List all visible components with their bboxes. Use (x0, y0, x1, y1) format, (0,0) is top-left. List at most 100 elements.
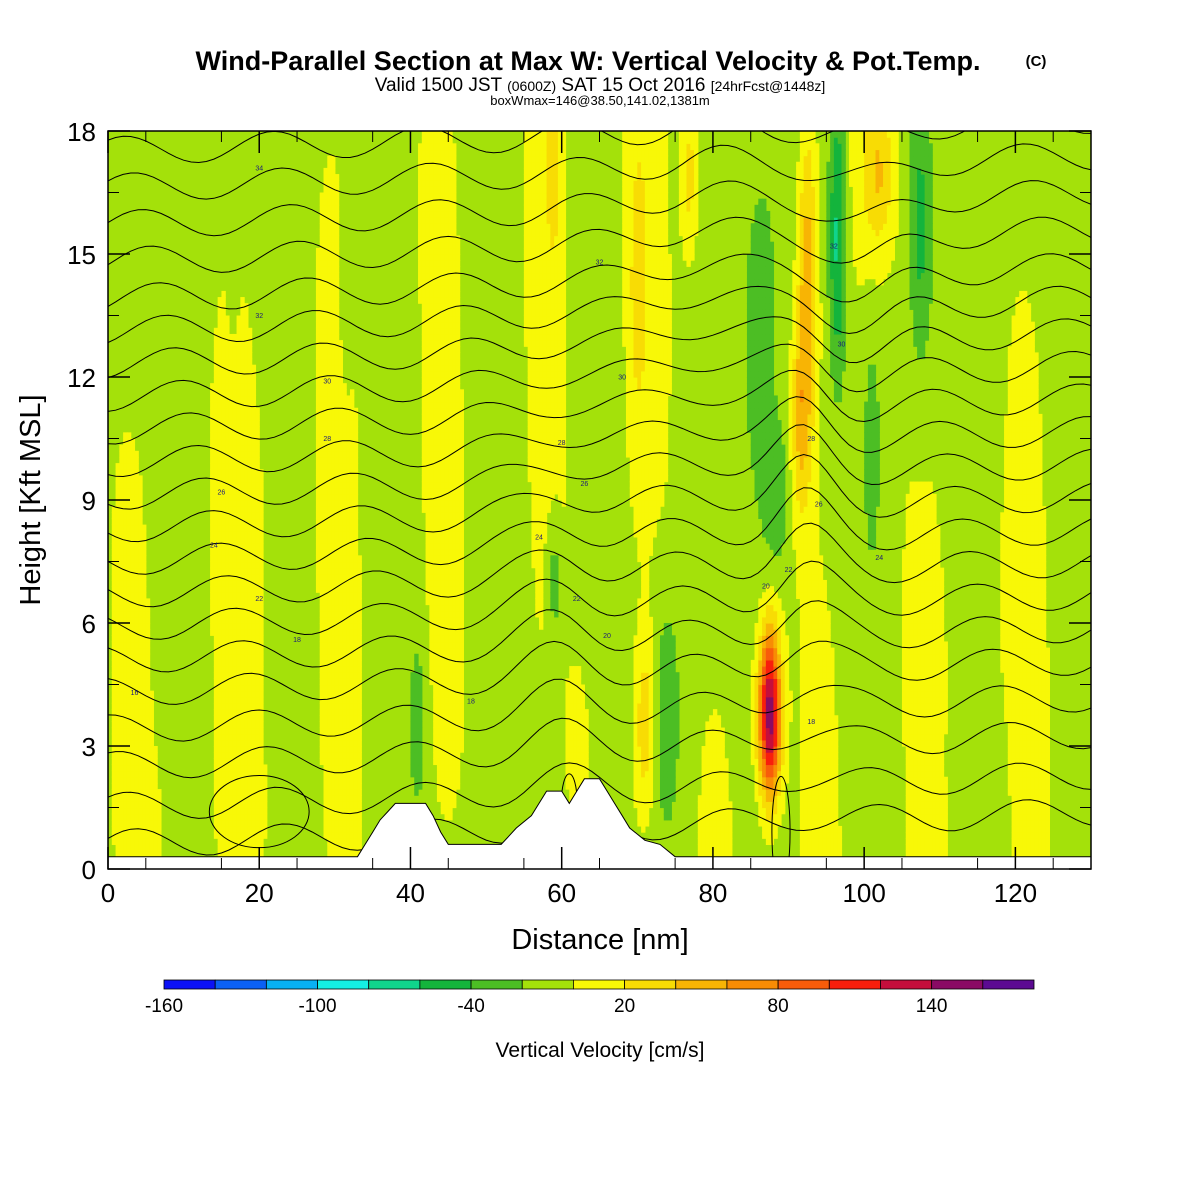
velocity-cell (210, 493, 215, 501)
velocity-cell (138, 592, 143, 599)
velocity-cell (232, 746, 238, 753)
velocity-cell (573, 770, 578, 778)
velocity-cell (217, 364, 223, 372)
velocity-cell (228, 592, 234, 599)
velocity-cell (334, 832, 340, 839)
velocity-cell (346, 764, 351, 772)
velocity-cell (573, 678, 578, 686)
velocity-cell (240, 444, 245, 452)
velocity-cell (357, 696, 362, 704)
velocity-cell (539, 598, 544, 606)
velocity-cell (421, 413, 427, 421)
velocity-cell (421, 210, 427, 218)
velocity-cell (327, 204, 332, 212)
velocity-cell (573, 739, 578, 747)
velocity-cell (421, 450, 427, 458)
velocity-cell (346, 432, 351, 440)
velocity-cell (130, 524, 136, 532)
velocity-cell (338, 709, 344, 716)
velocity-cell (210, 450, 215, 458)
velocity-cell (444, 426, 449, 433)
velocity-cell (622, 333, 627, 341)
velocity-cell (542, 456, 548, 464)
velocity-cell (153, 850, 158, 858)
velocity-cell (576, 690, 582, 698)
velocity-cell (255, 616, 260, 624)
velocity-cell (232, 530, 238, 538)
velocity-cell (573, 666, 578, 673)
velocity-cell (452, 192, 457, 200)
velocity-cell (338, 420, 344, 427)
velocity-cell (331, 690, 336, 698)
velocity-cell (349, 555, 355, 563)
velocity-cell (130, 659, 136, 667)
velocity-cell (550, 487, 555, 495)
velocity-cell (334, 180, 340, 187)
velocity-cell (334, 586, 340, 593)
velocity-cell (418, 235, 423, 243)
velocity-cell (130, 795, 136, 802)
velocity-cell (228, 401, 234, 409)
velocity-cell (448, 383, 453, 390)
velocity-cell (554, 346, 559, 353)
velocity-cell (542, 444, 548, 452)
velocity-cell (357, 610, 362, 618)
velocity-cell (346, 598, 351, 606)
velocity-cell (138, 629, 143, 636)
velocity-cell (629, 469, 635, 476)
velocity-cell (550, 346, 555, 353)
velocity-cell (232, 506, 238, 513)
velocity-cell (425, 481, 430, 489)
velocity-cell (111, 598, 117, 606)
velocity-cell (433, 721, 438, 729)
velocity-cell (452, 346, 457, 353)
velocity-cell (444, 739, 449, 747)
velocity-cell (357, 838, 362, 845)
velocity-cell (119, 629, 124, 636)
velocity-cell (349, 844, 355, 852)
velocity-cell (259, 524, 264, 532)
velocity-cell (418, 192, 423, 200)
velocity-cell (542, 137, 548, 144)
velocity-cell (225, 340, 230, 347)
velocity-cell (349, 795, 355, 802)
velocity-cell (232, 370, 238, 378)
velocity-cell (527, 383, 533, 390)
velocity-cell (225, 666, 230, 673)
velocity-cell (240, 579, 245, 587)
velocity-cell (221, 641, 226, 649)
velocity-cell (134, 721, 139, 729)
velocity-cell (228, 666, 234, 673)
velocity-cell (459, 616, 464, 624)
velocity-cell (327, 543, 332, 550)
velocity-cell (236, 696, 241, 704)
velocity-cell (357, 598, 362, 606)
velocity-cell (342, 610, 347, 618)
velocity-cell (115, 567, 120, 575)
velocity-cell (255, 493, 260, 501)
velocity-cell (448, 678, 453, 686)
velocity-cell (523, 327, 529, 335)
velocity-cell (561, 241, 567, 249)
velocity-cell (550, 463, 555, 470)
velocity-cell (349, 850, 355, 858)
velocity-cell (134, 616, 139, 624)
velocity-cell (561, 155, 567, 163)
velocity-cell (236, 352, 241, 360)
velocity-cell (561, 229, 567, 237)
velocity-cell (138, 813, 143, 821)
velocity-cell (210, 413, 215, 421)
velocity-cell (535, 469, 540, 476)
velocity-cell (255, 573, 260, 581)
velocity-cell (247, 795, 253, 802)
velocity-cell (236, 610, 241, 618)
velocity-cell (225, 463, 230, 470)
velocity-cell (327, 327, 332, 335)
velocity-cell (433, 186, 438, 194)
velocity-cell (142, 813, 147, 821)
velocity-cell (444, 463, 449, 470)
velocity-cell (232, 641, 238, 649)
velocity-cell (448, 696, 453, 704)
velocity-cell (134, 512, 139, 520)
velocity-cell (319, 629, 325, 636)
